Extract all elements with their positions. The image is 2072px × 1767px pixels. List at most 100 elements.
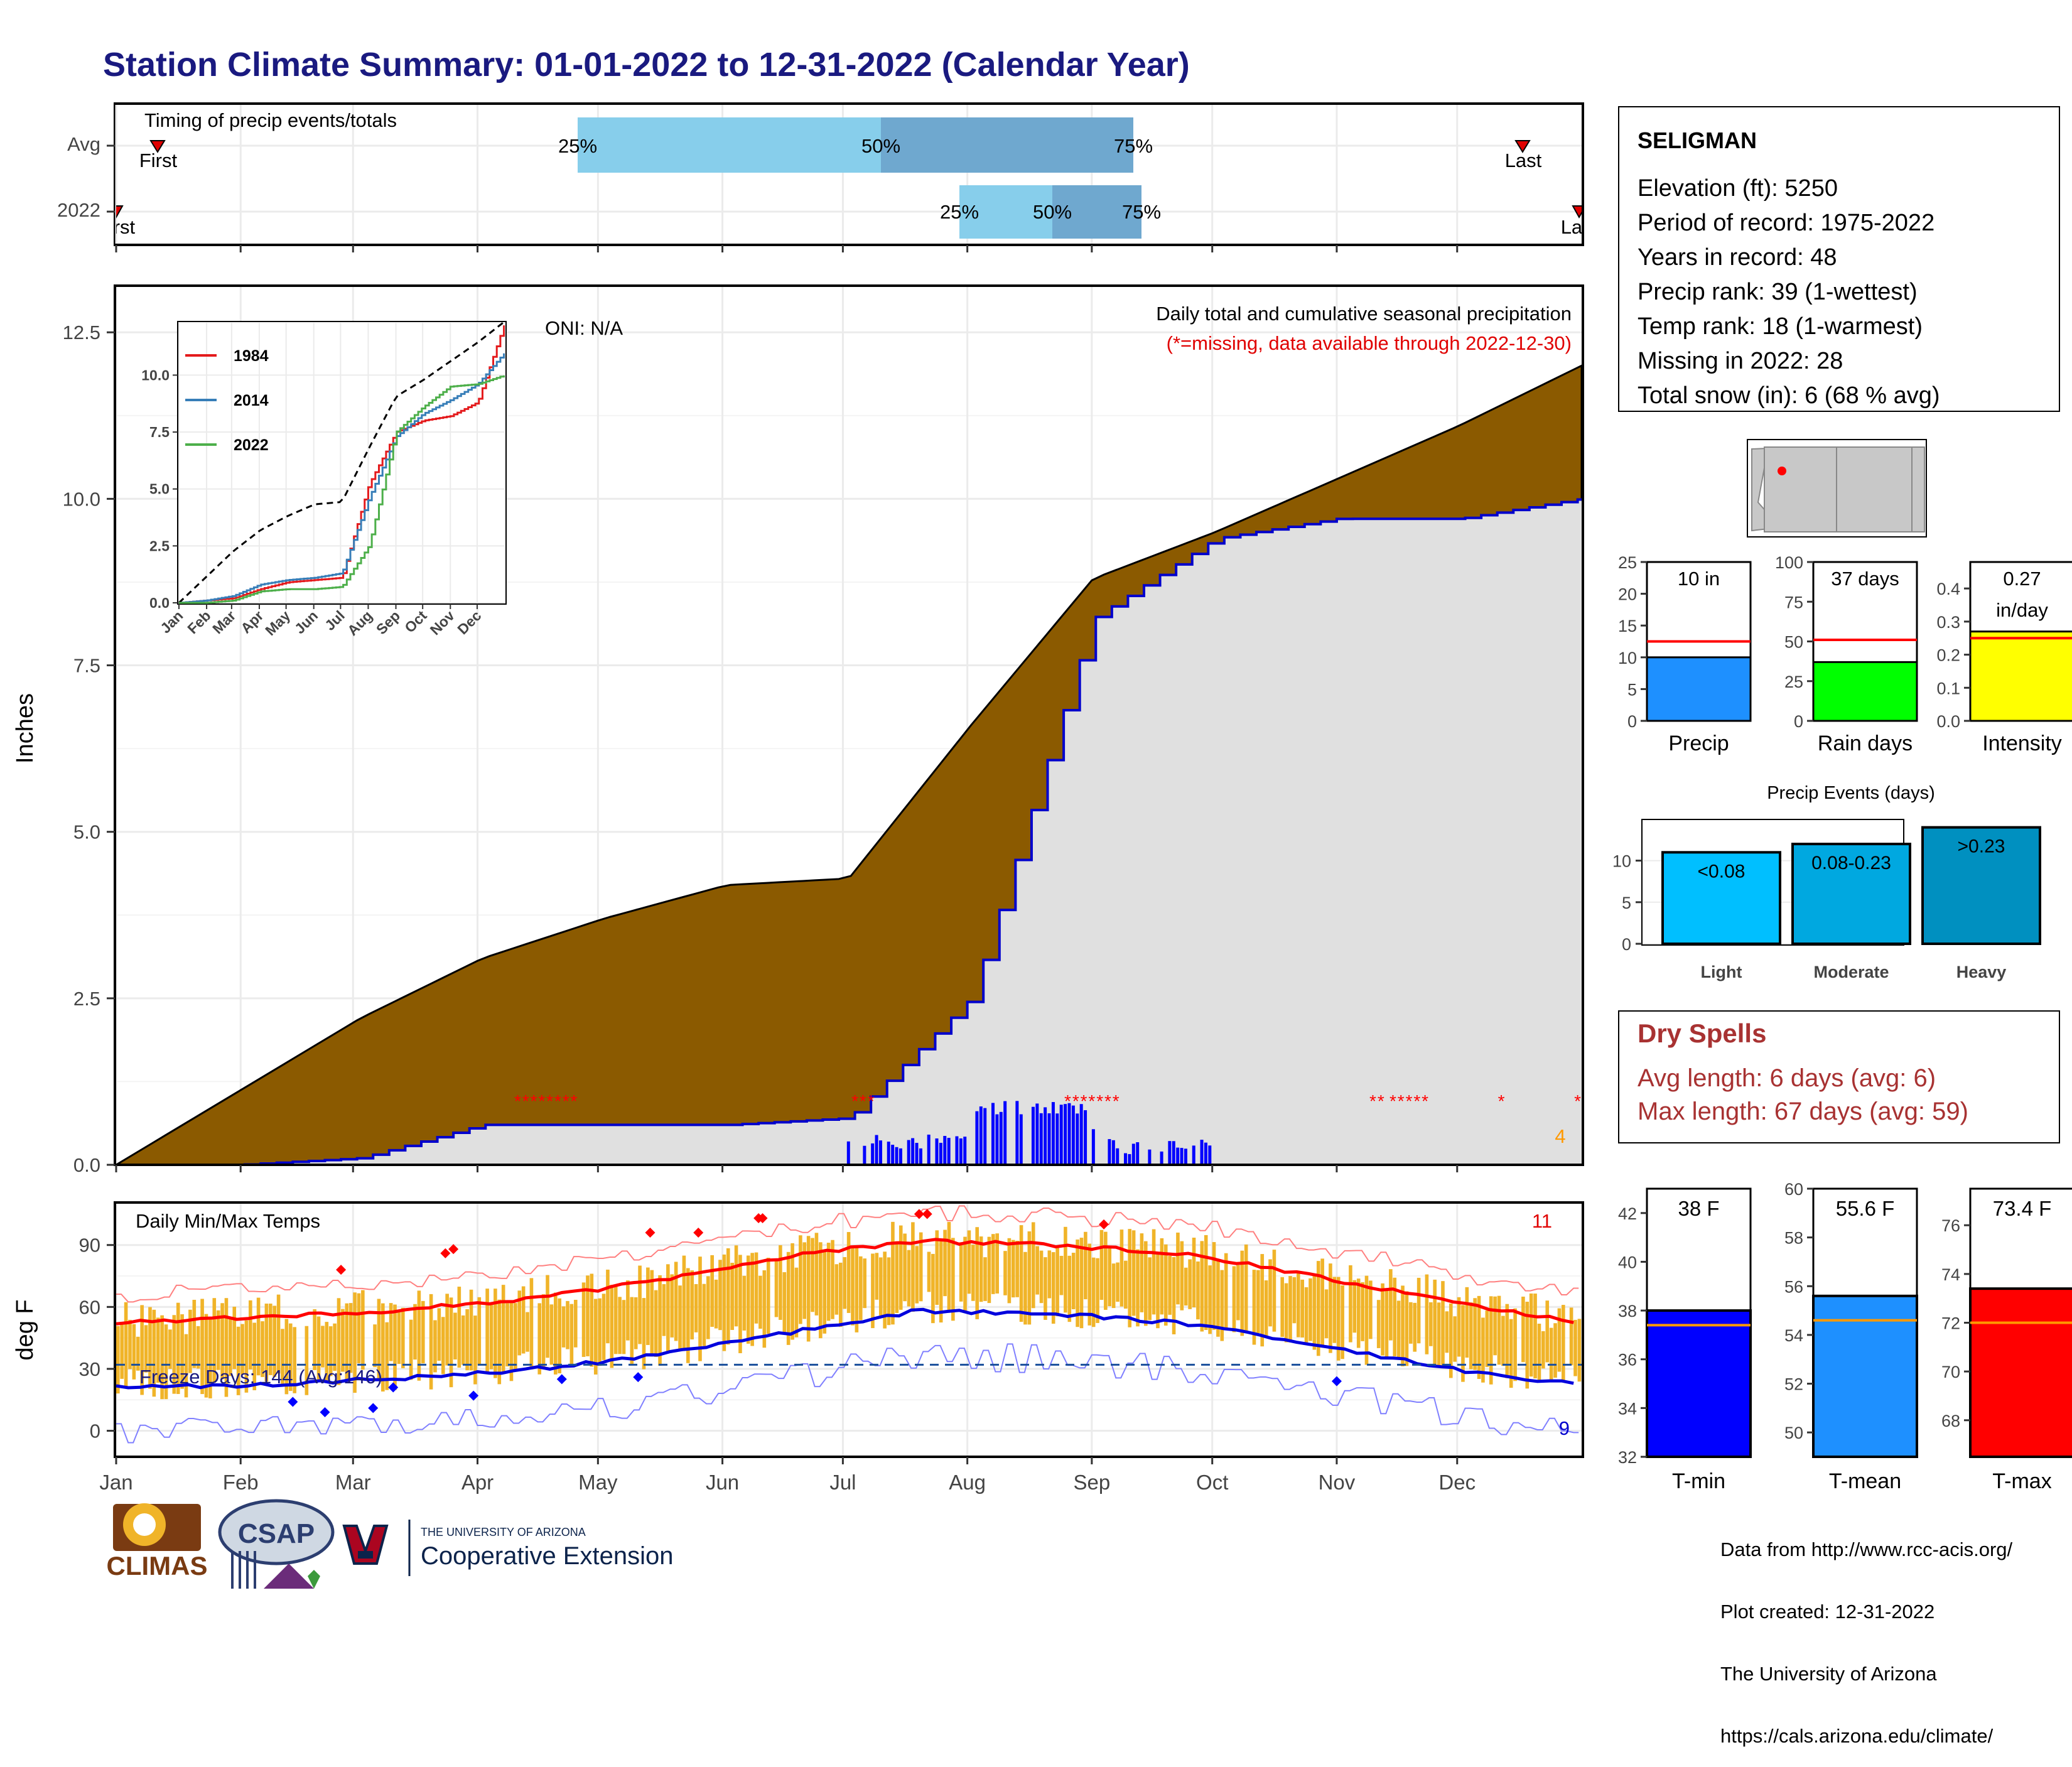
temp-bar <box>1044 1257 1047 1320</box>
temp-bar <box>569 1304 574 1365</box>
record-high-marker <box>448 1244 459 1255</box>
daily-precip-bar <box>1003 1101 1007 1165</box>
record-low-marker <box>468 1390 479 1401</box>
temp-bar <box>891 1221 895 1325</box>
temp-bar <box>758 1275 762 1329</box>
temp-bar <box>855 1247 859 1332</box>
record-low-marker <box>288 1397 298 1407</box>
daily-precip-bar <box>1124 1153 1128 1165</box>
temp-bar <box>345 1303 349 1383</box>
temp-bar <box>120 1324 124 1379</box>
temp-bar <box>622 1300 626 1354</box>
footer-line-3: The University of Arizona <box>1720 1663 1937 1685</box>
temp-bar <box>240 1324 244 1375</box>
temp-bar <box>453 1312 457 1360</box>
month-label: Feb <box>223 1471 259 1494</box>
daily-precip-bar <box>959 1138 963 1165</box>
oni-label: ONI: N/A <box>545 317 623 339</box>
temp-bar <box>1396 1300 1401 1359</box>
mini-bar-ytick: 100 <box>1775 553 1803 572</box>
temp-bar <box>714 1279 718 1329</box>
temp-bar <box>738 1255 742 1354</box>
temp-bar <box>883 1251 887 1329</box>
temp-bar <box>678 1285 682 1351</box>
temp-bar <box>790 1243 794 1340</box>
temp-bar <box>252 1322 257 1390</box>
avg-min-line <box>116 1307 1574 1390</box>
record-low-marker <box>556 1374 567 1385</box>
temp-bar <box>529 1278 534 1370</box>
temp-bar <box>148 1307 152 1389</box>
record-max-line <box>116 1205 1579 1303</box>
temp-bar <box>1288 1276 1292 1343</box>
daily-precip-bar <box>1051 1102 1055 1165</box>
temp-bar <box>1449 1303 1453 1378</box>
temp-bar <box>602 1294 606 1360</box>
temp-bar <box>526 1312 529 1352</box>
daily-precip-bar <box>983 1108 987 1165</box>
temp-bar <box>325 1322 329 1381</box>
temp-bar <box>1136 1249 1140 1327</box>
station-info-line: Total snow (in): 6 (68 % avg) <box>1638 382 1940 409</box>
temp-bar <box>433 1320 437 1373</box>
temp-bar <box>261 1321 264 1377</box>
mini-bar-ytick: 25 <box>1784 673 1803 691</box>
precip-event-bar <box>1791 843 1911 945</box>
daily-precip-bar <box>898 1148 902 1165</box>
temp-bar <box>666 1264 670 1353</box>
temp-summary-ytick: 52 <box>1784 1375 1803 1394</box>
daily-precip-bar <box>927 1134 931 1165</box>
daily-precip-bar <box>1192 1145 1195 1165</box>
missing-mark: * <box>1378 1091 1384 1111</box>
temp-bar <box>128 1319 132 1370</box>
precip-ytick-label: 7.5 <box>73 655 100 677</box>
avg-max-line <box>116 1238 1574 1326</box>
temp-bar <box>1131 1230 1136 1316</box>
daily-precip-bar <box>1064 1104 1067 1165</box>
mini-bar-ytick: 20 <box>1618 585 1637 604</box>
temp-bar <box>1035 1246 1039 1295</box>
temp-bar <box>1220 1270 1224 1341</box>
daily-precip-bar <box>995 1114 999 1165</box>
temp-bar <box>313 1309 316 1370</box>
temp-bar <box>650 1270 654 1357</box>
month-label: Oct <box>1196 1471 1228 1494</box>
temp-bar <box>1573 1319 1577 1376</box>
record-high-marker <box>440 1248 451 1258</box>
temp-bar <box>348 1303 353 1373</box>
temp-bar <box>995 1233 999 1294</box>
mini-bar-label: Rain days <box>1818 732 1913 755</box>
missing-mark: * <box>868 1091 875 1111</box>
temp-bar <box>786 1251 790 1345</box>
temp-bar <box>1196 1261 1200 1320</box>
temp-bar <box>1163 1244 1168 1326</box>
temp-summary-label: T-min <box>1672 1469 1725 1493</box>
daily-precip-bar <box>1084 1110 1087 1165</box>
temp-bar <box>1148 1257 1152 1321</box>
daily-precip-bar <box>875 1135 878 1165</box>
temp-bar <box>1067 1255 1072 1322</box>
temp-bar <box>124 1302 128 1386</box>
timing-2022-last-label: Last <box>1561 216 1598 238</box>
daily-precip-bar <box>887 1142 890 1165</box>
temp-bar <box>321 1326 325 1368</box>
temp-summary-ytick: 60 <box>1784 1180 1803 1199</box>
cumulative-2022-line <box>116 498 1582 1166</box>
temp-bar <box>895 1241 899 1313</box>
timing-row-2022: 2022 <box>57 199 100 221</box>
temp-bar <box>1031 1222 1035 1309</box>
temp-bar <box>1143 1241 1148 1326</box>
temp-bar <box>702 1283 706 1346</box>
daily-precip-bar <box>1019 1114 1023 1165</box>
temp-bar <box>1389 1269 1393 1341</box>
temp-bar <box>1332 1277 1337 1343</box>
temp-bar <box>1505 1304 1509 1378</box>
temp-bar <box>1076 1239 1079 1327</box>
temp-bar <box>1160 1238 1164 1315</box>
temp-summary-value: 38 F <box>1678 1197 1719 1220</box>
temp-bar <box>1200 1241 1204 1332</box>
temp-bar <box>911 1222 915 1312</box>
temp-bar <box>742 1275 747 1331</box>
mini-bar-ytick: 0.0 <box>1936 712 1960 731</box>
temp-bar <box>264 1304 269 1382</box>
